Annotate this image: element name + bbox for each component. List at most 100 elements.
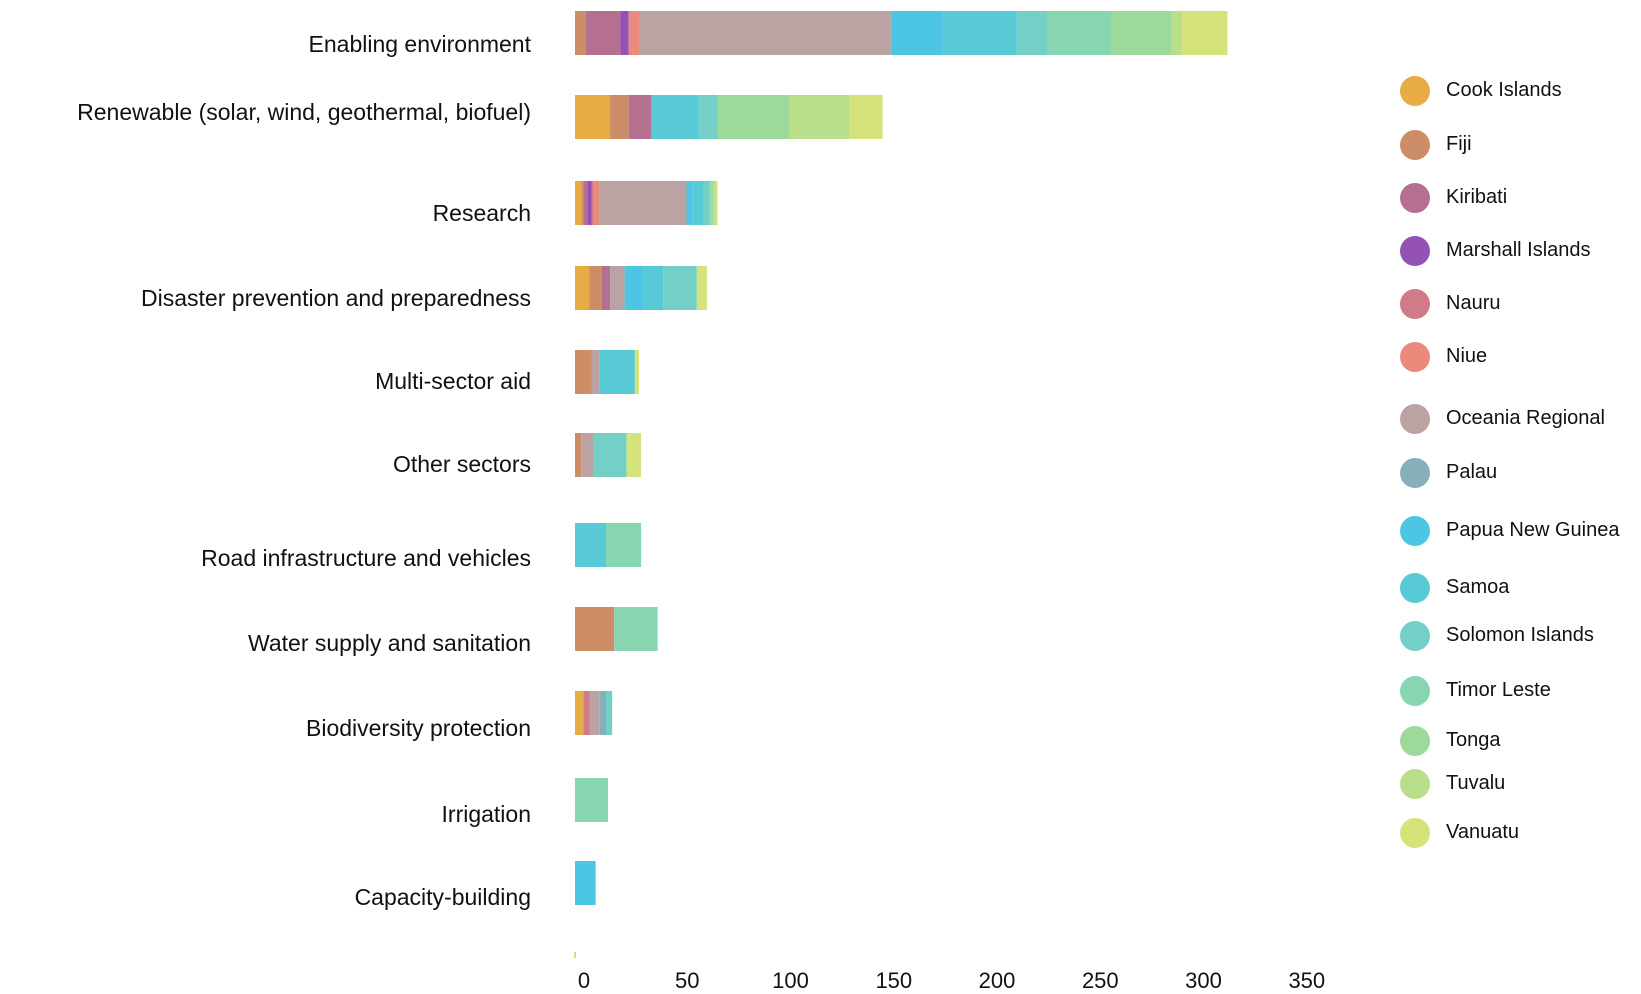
bar-segment bbox=[583, 691, 590, 735]
legend-swatch bbox=[1400, 289, 1430, 319]
bar-segment bbox=[583, 181, 588, 225]
bar-segment bbox=[628, 95, 652, 139]
bar-segment bbox=[610, 266, 625, 310]
legend-label: Papua New Guinea bbox=[1446, 519, 1620, 541]
legend-label: Timor Leste bbox=[1446, 679, 1551, 701]
legend-label: Marshall Islands bbox=[1446, 239, 1591, 261]
bar-segment bbox=[599, 350, 635, 394]
bar-segment bbox=[575, 11, 586, 55]
bar-segment bbox=[575, 861, 596, 905]
bar-segment bbox=[789, 95, 850, 139]
bar-segment bbox=[663, 266, 697, 310]
legend-swatch bbox=[1400, 676, 1430, 706]
legend-item: Fiji bbox=[1400, 130, 1641, 162]
legend-label: Kiribati bbox=[1446, 186, 1508, 208]
bar-segment bbox=[581, 181, 584, 225]
bar-segment bbox=[601, 266, 611, 310]
legend-swatch bbox=[1400, 621, 1430, 651]
legend-swatch bbox=[1400, 458, 1430, 488]
legend-swatch bbox=[1400, 818, 1430, 848]
legend-swatch bbox=[1400, 130, 1430, 160]
category-label: Other sectors bbox=[392, 451, 531, 477]
category-label: Renewable (solar, wind, geothermal, biof… bbox=[77, 99, 531, 125]
bar-segment bbox=[581, 433, 594, 477]
legend-item: Nauru bbox=[1400, 289, 1641, 321]
bar-segment bbox=[696, 266, 708, 310]
category-label: Enabling environment bbox=[308, 31, 531, 57]
bar-segment bbox=[599, 691, 606, 735]
bar-segment bbox=[575, 181, 582, 225]
legend-label: Samoa bbox=[1446, 576, 1510, 598]
bar-segment bbox=[890, 11, 943, 55]
legend-item: Samoa bbox=[1400, 573, 1641, 605]
bar-segment bbox=[713, 181, 716, 225]
legend-label: Oceania Regional bbox=[1446, 407, 1605, 429]
legend-label: Palau bbox=[1446, 461, 1498, 483]
bar-segment bbox=[698, 95, 718, 139]
legend-item: Solomon Islands bbox=[1400, 621, 1641, 653]
bar-segment bbox=[711, 181, 714, 225]
legend-item: Timor Leste bbox=[1400, 676, 1641, 708]
legend-label: Tuvalu bbox=[1446, 772, 1506, 794]
bar-segment bbox=[634, 350, 639, 394]
bar-segment bbox=[593, 433, 627, 477]
bar-segment bbox=[610, 95, 629, 139]
legend-swatch bbox=[1400, 404, 1430, 434]
bar-segment bbox=[614, 607, 658, 651]
bar-segment bbox=[686, 181, 693, 225]
legend-label: Cook Islands bbox=[1446, 79, 1562, 101]
legend-item: Cook Islands bbox=[1400, 76, 1641, 108]
bar-segment bbox=[575, 266, 590, 310]
legend-item: Tuvalu bbox=[1400, 769, 1641, 801]
category-label: Irrigation bbox=[441, 801, 531, 827]
legend-swatch bbox=[1400, 342, 1430, 372]
legend-swatch bbox=[1400, 769, 1430, 799]
legend-item: Palau bbox=[1400, 458, 1641, 490]
bar-segment bbox=[849, 95, 883, 139]
bar-segment bbox=[575, 433, 582, 477]
x-tick-label: 250 bbox=[1081, 968, 1119, 993]
x-tick-label: 0 bbox=[577, 968, 591, 993]
bar-segment bbox=[575, 350, 592, 394]
legend-swatch bbox=[1400, 76, 1430, 106]
x-tick-label: 100 bbox=[772, 968, 809, 993]
legend-swatch bbox=[1400, 726, 1430, 756]
category-label: Water supply and sanitation bbox=[248, 630, 531, 656]
bar-segment bbox=[575, 95, 611, 139]
legend-swatch bbox=[1400, 183, 1430, 213]
bar-segment bbox=[626, 433, 642, 477]
legend-item: Kiribati bbox=[1400, 183, 1641, 215]
bar-segment bbox=[639, 11, 891, 55]
bar-segment bbox=[589, 691, 600, 735]
x-tick-label: 300 bbox=[1185, 968, 1222, 993]
legend-label: Vanuatu bbox=[1446, 821, 1520, 843]
bar-segment bbox=[628, 11, 639, 55]
bar-segment bbox=[643, 266, 664, 310]
legend-item: Papua New Guinea bbox=[1400, 516, 1641, 548]
category-label: Road infrastructure and vehicles bbox=[201, 545, 531, 571]
x-tick-label: 200 bbox=[978, 968, 1016, 993]
bar-segment bbox=[1182, 11, 1228, 55]
legend-swatch bbox=[1400, 516, 1430, 546]
bar-segment bbox=[717, 95, 790, 139]
bar-segment bbox=[606, 691, 613, 735]
x-tick-label: 50 bbox=[675, 968, 700, 993]
bar-segment bbox=[1016, 11, 1048, 55]
bar-segment bbox=[715, 181, 718, 225]
legend-item: Tonga bbox=[1400, 726, 1641, 758]
bar-segment bbox=[1171, 11, 1183, 55]
bar-segment bbox=[591, 181, 594, 225]
bar-segment bbox=[593, 181, 600, 225]
bar-segment bbox=[599, 181, 687, 225]
legend-item: Oceania Regional bbox=[1400, 404, 1641, 436]
bar-segment bbox=[651, 95, 699, 139]
legend-label: Nauru bbox=[1446, 292, 1501, 314]
category-label: Capacity-building bbox=[354, 884, 531, 910]
bar-segment bbox=[575, 691, 584, 735]
bar-segment bbox=[589, 266, 602, 310]
bar-segment bbox=[624, 266, 644, 310]
bar-segment bbox=[942, 11, 1017, 55]
legend-label: Solomon Islands bbox=[1446, 624, 1594, 646]
